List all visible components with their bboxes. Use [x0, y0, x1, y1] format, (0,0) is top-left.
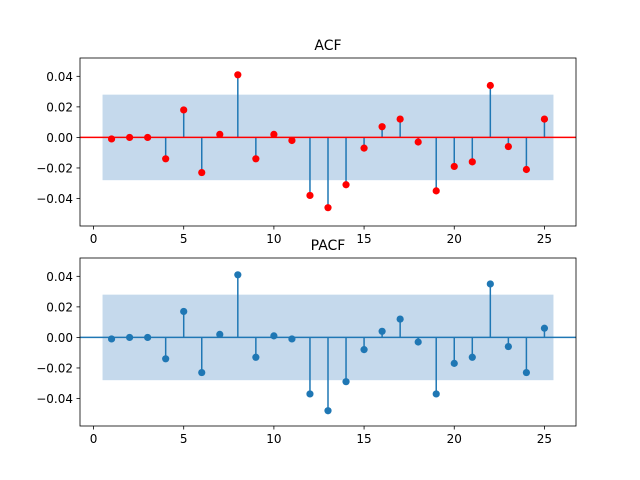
x-tick-label: 0 [90, 432, 98, 446]
data-point [234, 71, 242, 79]
data-point [414, 338, 422, 346]
data-point [126, 133, 134, 142]
data-point [486, 81, 494, 90]
axes-frame [79, 257, 577, 427]
data-point [288, 136, 296, 145]
x-tick-label: 25 [537, 232, 552, 246]
y-tick-label: 0.00 [46, 331, 73, 345]
chart-panel-pacf: 0 5 10 15 20 25 −0.04 −0.02 0.00 0.02 0.04 PACF [36, 238, 577, 446]
data-point [270, 130, 278, 138]
data-point [486, 280, 494, 288]
y-tick-label: −0.02 [36, 161, 73, 175]
y-tick-label: 0.02 [46, 100, 73, 114]
chart-title: ACF [314, 38, 341, 54]
data-point [450, 162, 458, 171]
data-point [306, 191, 314, 200]
y-tick-label: −0.04 [36, 192, 73, 206]
data-point [107, 335, 116, 343]
y-tick-label: 0.04 [46, 70, 73, 84]
y-tick-label: −0.04 [36, 392, 73, 406]
data-point [252, 353, 260, 361]
y-tick-label: 0.02 [46, 300, 73, 314]
x-tick-label: 20 [447, 232, 462, 246]
data-point [378, 123, 386, 131]
y-tick-label: −0.02 [36, 361, 73, 375]
data-point [216, 330, 224, 338]
x-tick-label: 10 [266, 232, 281, 246]
data-point [432, 390, 440, 398]
data-point [432, 187, 440, 195]
data-point [216, 130, 224, 138]
data-point [360, 144, 368, 152]
data-point [180, 106, 188, 114]
data-point [414, 138, 422, 146]
data-point [378, 327, 386, 335]
x-tick-label: 5 [180, 432, 188, 446]
data-point [504, 142, 512, 151]
x-tick-label: 25 [537, 432, 552, 446]
x-tick-label: 5 [180, 232, 188, 246]
data-point [306, 390, 314, 398]
data-point [270, 332, 278, 340]
chart-title: PACF [311, 238, 346, 254]
data-point [450, 359, 458, 367]
axes-frame [79, 57, 577, 227]
data-point [288, 335, 296, 343]
x-tick-label: 0 [90, 232, 98, 246]
data-point [198, 168, 206, 177]
data-point [324, 407, 332, 415]
data-point [396, 115, 404, 123]
data-point [234, 271, 242, 279]
data-point [342, 181, 350, 189]
data-point [540, 324, 549, 332]
data-point [504, 342, 512, 351]
x-tick-label: 15 [356, 432, 371, 446]
data-point [180, 307, 188, 316]
data-point [324, 204, 332, 212]
data-point [107, 135, 116, 143]
data-point [144, 333, 152, 342]
y-tick-label: 0.04 [46, 270, 73, 284]
data-point [162, 155, 170, 163]
data-point [468, 353, 476, 361]
chart-panel-acf: 0 5 10 15 20 25 −0.04 −0.02 0.00 0.02 0.04 ACF [36, 38, 577, 246]
data-point [198, 368, 206, 377]
data-point [540, 115, 549, 123]
data-point [144, 133, 152, 142]
data-point [522, 368, 531, 377]
x-tick-label: 15 [356, 232, 371, 246]
data-point [396, 315, 404, 323]
x-tick-label: 20 [447, 432, 462, 446]
y-tick-label: 0.00 [46, 131, 73, 145]
data-point [468, 158, 476, 166]
data-point [360, 346, 368, 354]
data-point [522, 165, 531, 174]
data-point [252, 155, 260, 163]
data-point [342, 378, 350, 386]
data-point [162, 355, 170, 363]
x-tick-label: 10 [266, 432, 281, 446]
data-point [126, 333, 134, 342]
